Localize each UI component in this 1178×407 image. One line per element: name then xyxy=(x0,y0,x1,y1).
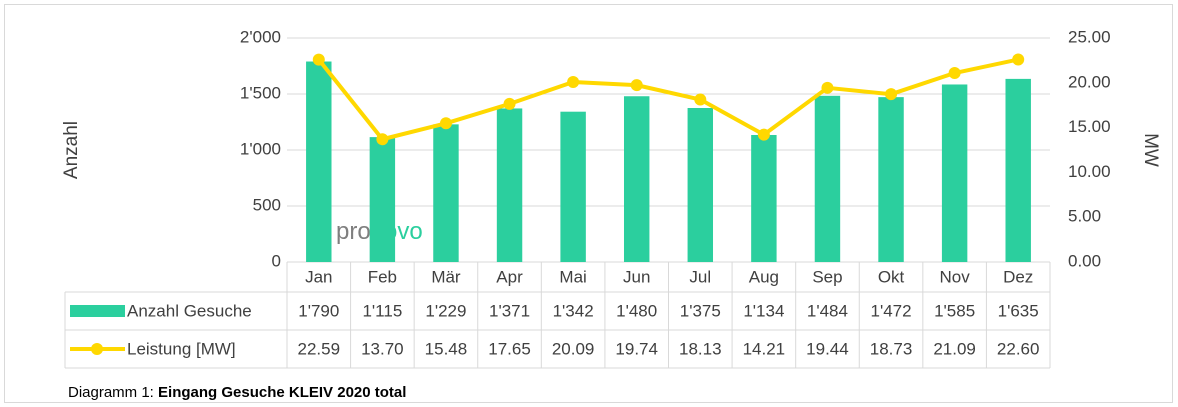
table-value: 1'472 xyxy=(871,301,912,320)
y-tick-label: 0 xyxy=(272,251,281,270)
table-value: 1'484 xyxy=(807,301,848,320)
table-value: 19.44 xyxy=(806,339,849,358)
table-value: 17.65 xyxy=(488,339,531,358)
table-value: 1'229 xyxy=(425,301,466,320)
line-marker xyxy=(376,133,389,146)
y-tick-label: 2'000 xyxy=(240,27,281,46)
table-value: 1'375 xyxy=(680,301,721,320)
line-marker xyxy=(694,93,707,106)
caption-prefix: Diagramm 1: xyxy=(68,384,158,401)
caption-title: Eingang Gesuche KLEIV 2020 total xyxy=(158,384,406,401)
y-axis-label: Anzahl xyxy=(61,121,82,179)
table-value: 22.60 xyxy=(997,339,1040,358)
table-value: 18.73 xyxy=(870,339,913,358)
y-tick-label: 1'000 xyxy=(240,139,281,158)
table-value: 22.59 xyxy=(298,339,341,358)
line-marker xyxy=(567,75,580,88)
x-tick-label: Mai xyxy=(559,267,586,286)
table-value: 1'371 xyxy=(489,301,530,320)
bar xyxy=(496,108,523,262)
y2-tick-label: 20.00 xyxy=(1068,72,1111,91)
x-tick-label: Jul xyxy=(689,267,711,286)
line-marker xyxy=(1012,53,1025,66)
table-value: 1'115 xyxy=(362,301,402,320)
x-tick-label: Aug xyxy=(749,267,779,286)
bar xyxy=(941,84,968,262)
caption: Diagramm 1: Eingang Gesuche KLEIV 2020 t… xyxy=(68,384,406,401)
x-tick-label: Jan xyxy=(305,267,332,286)
line-marker xyxy=(439,117,452,130)
line-marker xyxy=(312,53,325,66)
table-value: 1'134 xyxy=(743,301,784,320)
table-value: 18.13 xyxy=(679,339,722,358)
y-tick-label: 1'500 xyxy=(240,83,281,102)
table-value: 21.09 xyxy=(933,339,976,358)
bar xyxy=(306,61,332,262)
bar xyxy=(751,134,777,262)
table-value: 19.74 xyxy=(615,339,658,358)
table-value: 1'480 xyxy=(616,301,657,320)
table-value: 1'790 xyxy=(298,301,339,320)
table-value: 13.70 xyxy=(361,339,404,358)
line xyxy=(317,57,1019,142)
y2-tick-label: 25.00 xyxy=(1068,27,1111,46)
x-tick-label: Jun xyxy=(623,267,650,286)
line-marker xyxy=(630,79,643,92)
legend-label: Leistung [MW] xyxy=(127,339,236,358)
x-tick-label: Nov xyxy=(940,267,971,286)
table-value: 14.21 xyxy=(743,339,786,358)
legend-swatch xyxy=(70,305,125,317)
bar xyxy=(369,137,396,262)
y2-tick-label: 0.00 xyxy=(1068,251,1101,270)
table-value: 1'342 xyxy=(553,301,594,320)
x-tick-label: Apr xyxy=(496,267,523,286)
logo-part: pro xyxy=(336,218,371,245)
bar xyxy=(1005,78,1031,262)
line-marker xyxy=(503,97,516,110)
bar xyxy=(433,124,459,263)
legend-marker xyxy=(91,343,103,355)
table-value: 20.09 xyxy=(552,339,595,358)
line-marker xyxy=(885,88,898,101)
x-tick-label: Mär xyxy=(431,267,461,286)
x-tick-label: Okt xyxy=(878,267,905,286)
x-tick-label: Dez xyxy=(1003,267,1033,286)
bar xyxy=(623,96,650,263)
bar xyxy=(560,111,586,262)
y2-tick-label: 15.00 xyxy=(1068,117,1111,136)
x-tick-label: Sep xyxy=(812,267,842,286)
line-marker xyxy=(821,81,834,94)
y2-axis-label: MW xyxy=(1140,133,1161,167)
y2-tick-label: 10.00 xyxy=(1068,162,1111,181)
table-value: 15.48 xyxy=(425,339,468,358)
line-marker xyxy=(757,128,770,141)
line-marker xyxy=(948,67,961,80)
chart-border xyxy=(4,4,1173,403)
x-tick-label: Feb xyxy=(368,267,397,286)
table-value: 1'585 xyxy=(934,301,975,320)
bar xyxy=(814,95,841,263)
legend-label: Anzahl Gesuche xyxy=(127,301,252,320)
bar xyxy=(687,108,714,262)
table-value: 1'635 xyxy=(998,301,1039,320)
y-tick-label: 500 xyxy=(253,195,281,214)
bar xyxy=(878,97,904,262)
y2-tick-label: 5.00 xyxy=(1068,207,1101,226)
